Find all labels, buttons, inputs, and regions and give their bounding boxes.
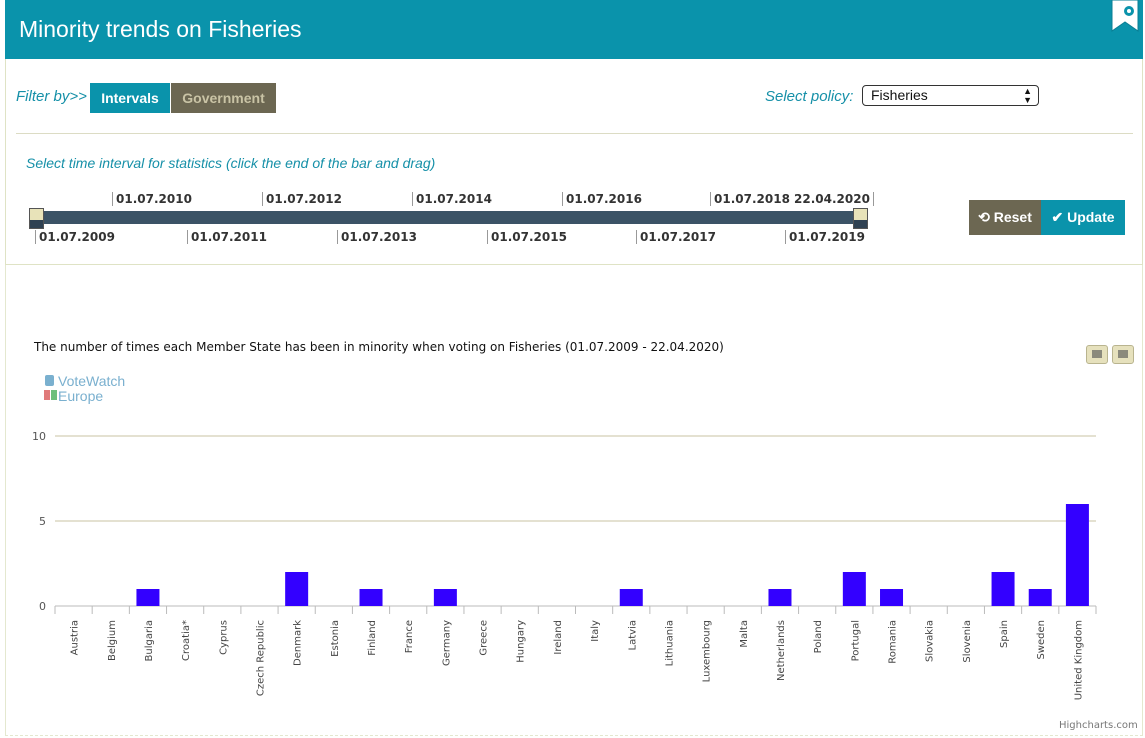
slider-top-tick: 01.07.2016 bbox=[562, 192, 642, 206]
slider-top-tick: 01.07.2014 bbox=[412, 192, 492, 206]
x-tick-label: Latvia bbox=[627, 620, 638, 650]
print-icon bbox=[1092, 350, 1102, 358]
x-tick-label: Slovakia bbox=[925, 620, 936, 662]
slider-top-tick: 01.07.2010 bbox=[112, 192, 192, 206]
logo-pin-icon bbox=[45, 375, 54, 386]
bar[interactable] bbox=[285, 572, 309, 606]
page-title: Minority trends on Fisheries bbox=[19, 16, 302, 42]
bar[interactable] bbox=[1065, 504, 1089, 606]
x-tick-label: Greece bbox=[479, 620, 490, 656]
chart-title: The number of times each Member State ha… bbox=[34, 340, 724, 354]
x-tick-label: Austria bbox=[70, 620, 81, 655]
bar[interactable] bbox=[136, 589, 160, 606]
download-icon bbox=[1118, 350, 1128, 358]
x-tick-label: Bulgaria bbox=[144, 620, 155, 661]
filter-panel: Filter by>> Intervals Government Select … bbox=[5, 59, 1143, 265]
y-tick-label: 5 bbox=[39, 515, 46, 528]
logo-box-icon bbox=[44, 390, 50, 400]
slider-top-tick: 01.07.2012 bbox=[262, 192, 342, 206]
x-tick-label: Portugal bbox=[850, 620, 861, 661]
x-tick-label: Malta bbox=[739, 620, 750, 648]
slider-end-date: 22.04.2020 bbox=[794, 192, 874, 206]
x-tick-label: Spain bbox=[999, 620, 1010, 648]
slider-bottom-tick: 01.07.2017 bbox=[636, 230, 716, 244]
x-tick-label: Netherlands bbox=[776, 620, 787, 681]
bar[interactable] bbox=[768, 589, 792, 606]
reset-icon: ⟲ bbox=[978, 209, 990, 225]
policy-select-value: Fisheries bbox=[871, 87, 928, 103]
reset-button[interactable]: ⟲ Reset bbox=[969, 200, 1041, 235]
x-tick-label: Finland bbox=[367, 620, 378, 656]
x-tick-label: Romania bbox=[888, 620, 899, 664]
x-tick-label: Belgium bbox=[107, 620, 118, 661]
x-tick-label: United Kingdom bbox=[1073, 620, 1084, 700]
time-interval-slider[interactable]: 01.07.2010 01.07.2012 01.07.2014 01.07.2… bbox=[27, 187, 877, 247]
highcharts-credit[interactable]: Highcharts.com bbox=[1059, 720, 1138, 731]
select-arrows-icon: ▲ ▼ bbox=[1023, 86, 1032, 105]
page-frame bbox=[5, 0, 1143, 736]
bar[interactable] bbox=[359, 589, 383, 606]
bar[interactable] bbox=[619, 589, 643, 606]
reset-label: Reset bbox=[993, 209, 1032, 225]
x-tick-label: Croatia* bbox=[181, 620, 192, 661]
update-label: Update bbox=[1067, 209, 1115, 225]
y-tick-label: 10 bbox=[32, 430, 46, 443]
slider-start-handle[interactable] bbox=[29, 208, 44, 229]
bar[interactable] bbox=[1028, 589, 1052, 606]
x-tick-label: Ireland bbox=[553, 620, 564, 655]
x-tick-label: Denmark bbox=[293, 620, 304, 666]
x-tick-label: Czech Republic bbox=[255, 620, 266, 696]
slider-start-date: 01.07.2009 bbox=[35, 230, 115, 244]
x-tick-label: Estonia bbox=[330, 620, 341, 657]
check-icon: ✔ bbox=[1051, 209, 1064, 225]
slider-top-tick: 01.07.2018 bbox=[710, 192, 790, 206]
select-policy-label: Select policy: bbox=[765, 88, 854, 105]
bar[interactable] bbox=[991, 572, 1015, 606]
filter-divider bbox=[16, 133, 1133, 134]
policy-select[interactable]: Fisheries ▲ ▼ bbox=[862, 85, 1039, 106]
logo-box-icon bbox=[51, 390, 57, 400]
government-button[interactable]: Government bbox=[171, 83, 276, 113]
x-tick-label: Italy bbox=[590, 620, 601, 642]
print-chart-button[interactable] bbox=[1086, 345, 1108, 364]
logo-text: VoteWatch bbox=[58, 373, 126, 389]
x-tick-label: Germany bbox=[441, 620, 452, 666]
slider-bottom-tick: 01.07.2019 bbox=[785, 230, 865, 244]
page-header: Minority trends on Fisheries bbox=[5, 0, 1143, 59]
slider-track[interactable] bbox=[37, 211, 863, 224]
bar[interactable] bbox=[433, 589, 457, 606]
x-tick-label: Slovenia bbox=[962, 620, 973, 663]
bar[interactable] bbox=[880, 589, 904, 606]
interval-hint: Select time interval for statistics (cli… bbox=[26, 155, 436, 171]
x-tick-label: Sweden bbox=[1036, 620, 1047, 660]
slider-bottom-tick: 01.07.2011 bbox=[187, 230, 267, 244]
x-tick-label: Lithuania bbox=[664, 620, 675, 666]
slider-end-handle[interactable] bbox=[853, 208, 868, 229]
update-button[interactable]: ✔ Update bbox=[1041, 200, 1125, 235]
y-tick-label: 0 bbox=[39, 600, 46, 613]
x-tick-label: Cyprus bbox=[218, 620, 229, 655]
x-tick-label: Poland bbox=[813, 620, 824, 653]
x-tick-label: Hungary bbox=[516, 620, 527, 663]
filter-by-label: Filter by>> bbox=[16, 88, 87, 105]
bar[interactable] bbox=[842, 572, 866, 606]
logo-text: Europe bbox=[58, 388, 104, 404]
intervals-button[interactable]: Intervals bbox=[90, 83, 170, 113]
bookmark-icon[interactable] bbox=[1111, 0, 1139, 32]
export-chart-button[interactable] bbox=[1112, 345, 1134, 364]
x-tick-label: France bbox=[404, 620, 415, 653]
votewatch-logo: VoteWatch Europe bbox=[44, 373, 144, 407]
slider-bottom-tick: 01.07.2015 bbox=[487, 230, 567, 244]
slider-bottom-tick: 01.07.2013 bbox=[337, 230, 417, 244]
x-tick-label: Luxembourg bbox=[702, 620, 713, 682]
